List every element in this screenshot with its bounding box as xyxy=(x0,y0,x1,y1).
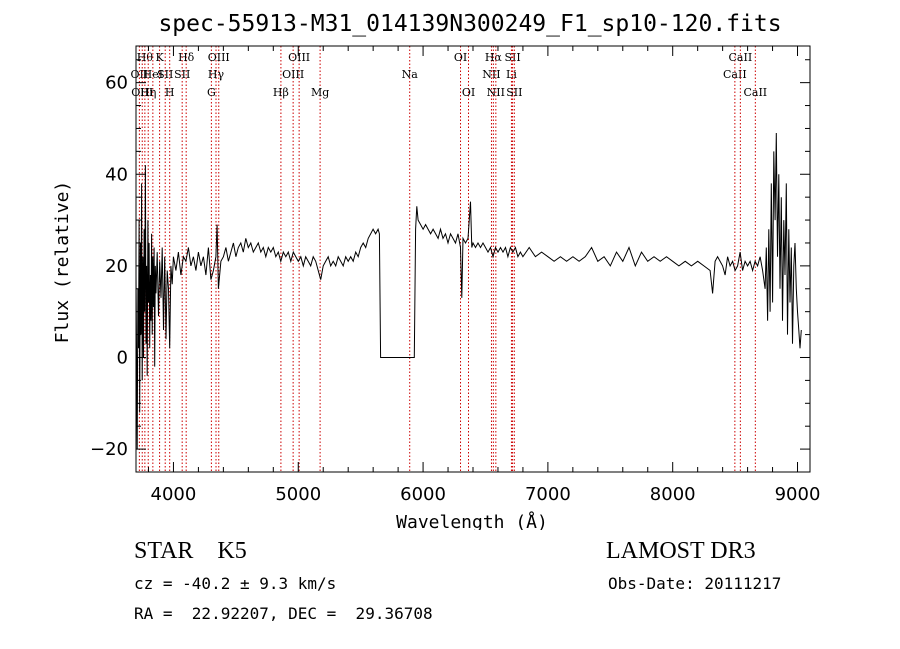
x-tick-label: 6000 xyxy=(400,484,446,505)
spectrum-chart: spec-55913-M31_014139N300249_F1_sp10-120… xyxy=(52,11,821,530)
obs-date: Obs-Date: 20111217 xyxy=(608,574,782,593)
x-tick-label: 9000 xyxy=(775,484,821,505)
line-marker-label: SII xyxy=(174,68,190,81)
line-marker-label: H xyxy=(165,86,175,99)
line-marker-label: Li xyxy=(506,68,517,81)
spectrum-line xyxy=(135,132,802,450)
line-marker-label: SII xyxy=(157,68,173,81)
line-marker-label: CaII xyxy=(729,51,753,64)
x-axis-label: Wavelength (Å) xyxy=(396,511,548,530)
y-tick-label: 60 xyxy=(105,73,128,94)
line-marker-label: SII xyxy=(504,51,520,64)
line-marker-label: Na xyxy=(402,68,419,81)
line-marker-label: SII xyxy=(506,86,522,99)
x-tick-label: 7000 xyxy=(525,484,571,505)
line-marker-label: Hγ xyxy=(208,68,225,81)
line-marker-label: NII xyxy=(487,86,505,99)
line-marker-label: OI xyxy=(454,51,467,64)
line-marker-label: OII xyxy=(131,68,149,81)
line-marker-label: Hη xyxy=(140,86,156,99)
line-marker-label: CaII xyxy=(743,86,767,99)
chart-title: spec-55913-M31_014139N300249_F1_sp10-120… xyxy=(158,11,781,37)
line-marker-label: Hδ xyxy=(178,51,195,64)
line-marker-label: K xyxy=(155,51,164,64)
y-tick-label: 0 xyxy=(117,347,128,368)
line-markers: OIIOIIIHθHηHeIKSIIHHδSIIGHγOIIIHβOIIIOII… xyxy=(131,46,767,472)
redshift: cz = -40.2 ± 9.3 km/s xyxy=(134,574,337,593)
y-axis-ticks: −20 0 20 40 60 xyxy=(90,59,810,460)
line-marker-label: OIII xyxy=(288,51,310,64)
plot-border xyxy=(135,45,811,473)
plot-frame xyxy=(135,45,811,473)
line-marker-label: OIII xyxy=(208,51,230,64)
coordinates: RA = 22.92207, DEC = 29.36708 xyxy=(134,604,433,623)
y-tick-label: −20 xyxy=(90,439,128,460)
x-tick-label: 4000 xyxy=(151,484,197,505)
line-marker-label: HeI xyxy=(143,68,163,81)
y-tick-label: 40 xyxy=(105,164,128,185)
line-marker-label: Hβ xyxy=(273,86,289,99)
y-tick-label: 20 xyxy=(105,256,128,277)
classification: STAR K5 xyxy=(134,538,247,564)
x-tick-label: 8000 xyxy=(650,484,696,505)
line-marker-label: OI xyxy=(462,86,475,99)
line-marker-label: Hα xyxy=(485,51,503,64)
line-marker-label: CaII xyxy=(723,68,747,81)
line-marker-label: G xyxy=(207,86,216,99)
line-marker-label: NII xyxy=(482,68,500,81)
survey-name: LAMOST DR3 xyxy=(606,538,756,564)
line-marker-label: Mg xyxy=(311,86,329,99)
line-marker-label: Hθ xyxy=(137,51,154,64)
line-marker-label: OIII xyxy=(282,68,304,81)
x-tick-label: 5000 xyxy=(275,484,321,505)
y-axis-label: Flux (relative) xyxy=(52,181,73,344)
x-axis-ticks: 4000 5000 6000 7000 8000 9000 xyxy=(147,46,821,505)
